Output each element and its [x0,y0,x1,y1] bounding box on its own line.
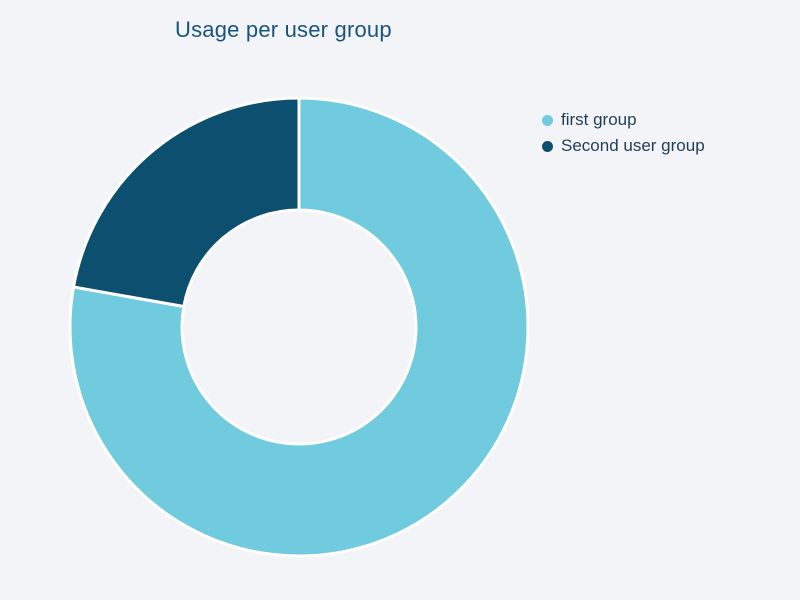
pie-slice-second-user-group[interactable] [72,96,301,309]
legend-label-first-group: first group [561,110,637,129]
legend-item-first-group[interactable]: first group [542,107,705,133]
legend-dot-icon [542,114,553,126]
chart-title: Usage per user group [175,17,392,42]
legend-label-second-user-group: Second user group [561,136,705,155]
legend-dot-icon [542,140,553,152]
legend-item-second-user-group[interactable]: Second user group [542,133,705,159]
legend: first group Second user group [542,107,705,159]
pie-slice-first-group[interactable] [68,96,530,558]
